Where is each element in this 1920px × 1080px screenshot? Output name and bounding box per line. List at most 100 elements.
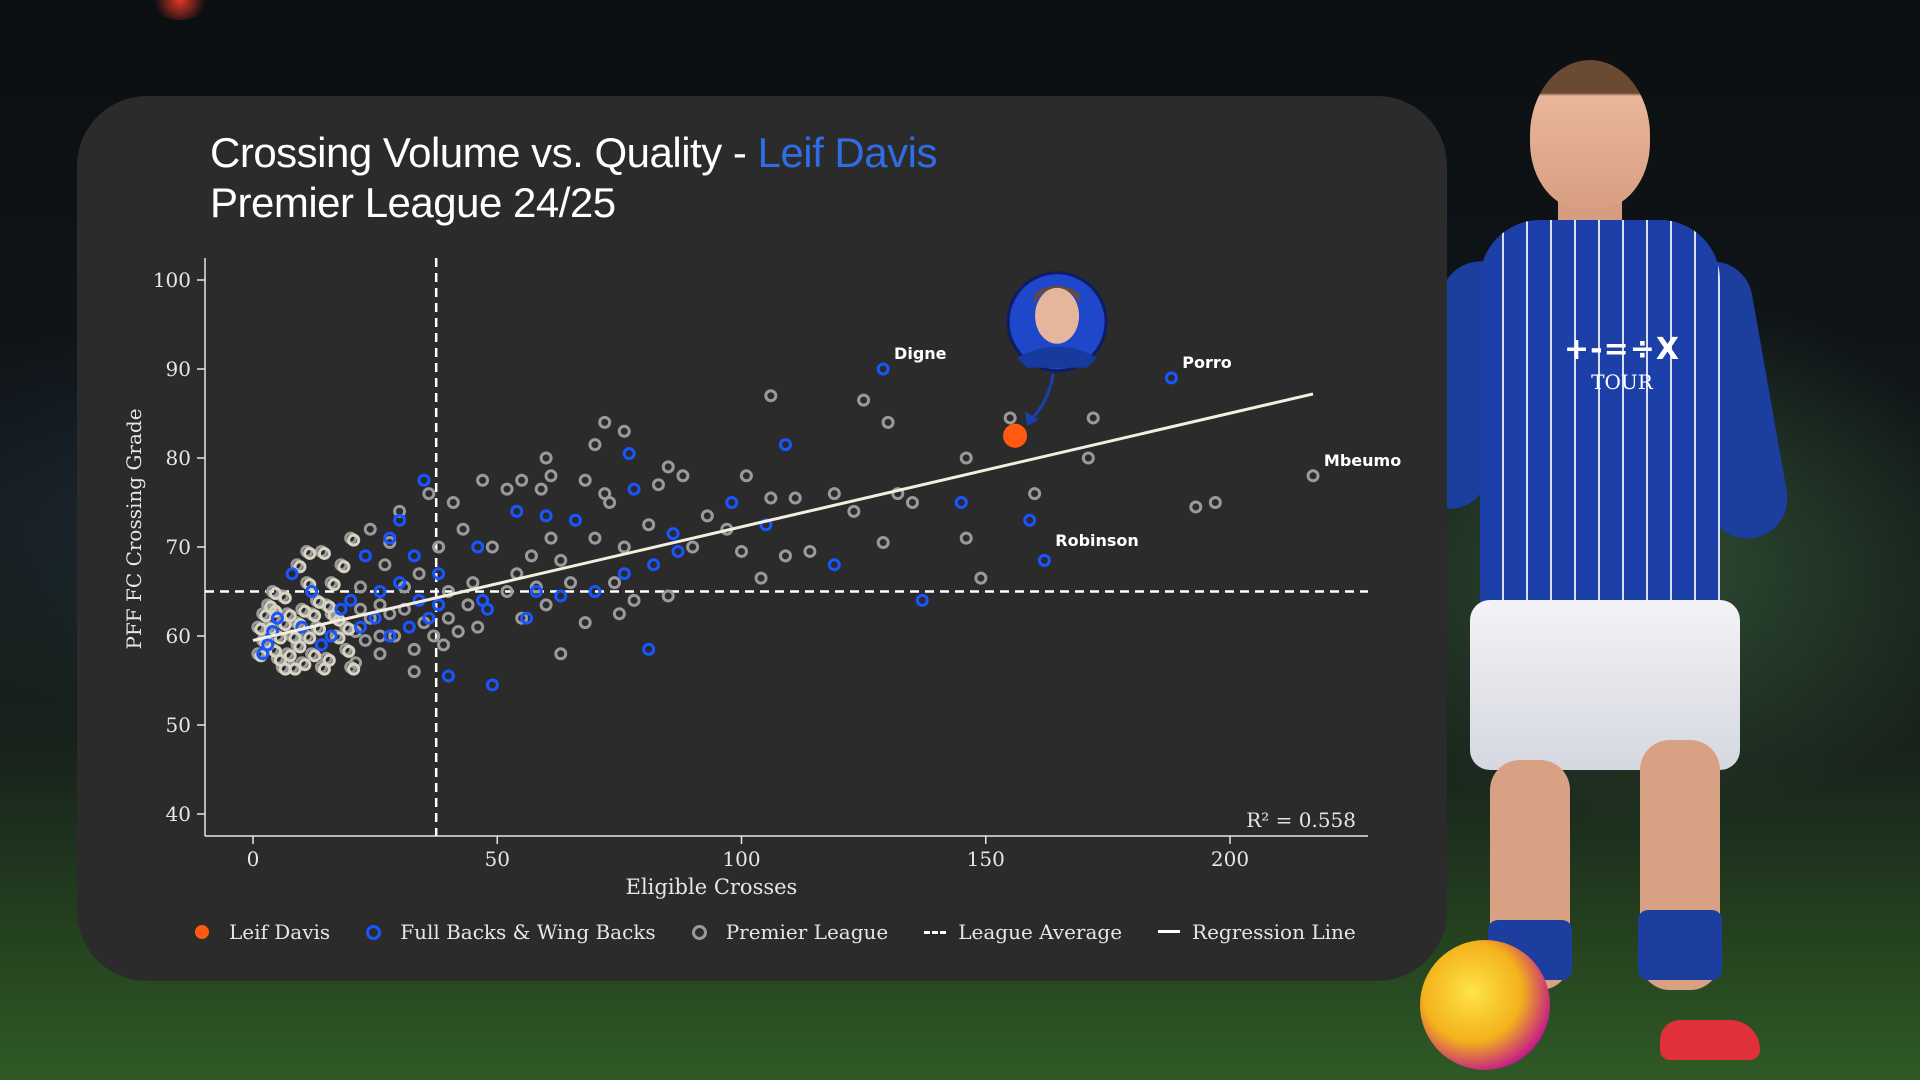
title-prefix: Crossing Volume vs. Quality - [210,129,758,176]
avatar-shirt [1017,346,1098,368]
point-fullback [353,620,367,634]
point-premier-league-dense [342,622,356,636]
point-premier-league [881,415,895,429]
legend-marker-ring-blue [366,925,386,940]
legend-item-leif-davis: Leif Davis [195,920,330,944]
point-premier-league [451,625,465,639]
legend-marker-dash [924,925,947,939]
point-premier-league-dense [298,604,312,618]
point-premier-league [461,598,475,612]
point-premier-league [378,558,392,572]
point-premier-league [778,549,792,563]
point-fullback [383,629,397,643]
chart-title: Crossing Volume vs. Quality - Leif Davis… [210,128,937,228]
point-fullback [432,598,446,612]
title-player-name: Leif Davis [757,129,938,176]
point-fullback [588,585,602,598]
point-premier-league [700,509,714,523]
point-fullback [876,362,890,376]
point-premier-league [534,482,548,496]
point-premier-league [617,540,631,554]
y-axis-label: PFF FC Crossing Grade [122,408,146,649]
point-premier-league [456,522,470,536]
legend-label: Regression Line [1192,920,1356,944]
point-premier-league [598,415,612,429]
point-fullback [520,611,534,625]
point-premier-league [515,611,529,625]
point-premier-league [607,576,621,590]
point-premier-league [1086,411,1100,425]
legend-item-fullbacks: Full Backs & Wing Backs [366,920,656,944]
point-premier-league-dense [303,578,317,592]
point-premier-league [1306,469,1320,483]
legend-label: Premier League [725,920,889,944]
point-premier-league [876,536,890,550]
point-fullback [568,513,582,527]
point-fullback [256,647,270,661]
point-fullback [393,576,407,590]
point-premier-league-dense [342,644,356,658]
point-premier-league [353,580,367,594]
point-premier-league [735,544,748,558]
point-premier-league-dense [298,658,312,672]
point-fullback [432,567,446,581]
point-premier-league [524,549,538,563]
point-fullback [393,513,407,527]
point-premier-league-dense [283,609,297,623]
background-light-blur [150,0,210,20]
point-premier-league-dense [293,560,307,574]
point-premier-league [554,553,568,567]
point-premier-league [739,469,753,483]
point-premier-league [578,616,592,630]
point-fullback [627,482,641,496]
point-premier-league [764,491,778,505]
y-tick-label: 60 [166,624,191,648]
point-premier-league-dense [337,560,351,574]
point-fullback [485,678,499,692]
point-premier-league [617,424,631,438]
point-premier-league-dense [303,631,317,645]
point-premier-league [1028,487,1042,501]
point-premier-league [686,540,700,554]
point-premier-league-dense [317,546,331,560]
point-premier-league [373,598,387,612]
point-premier-league [446,496,460,509]
point-premier-league [891,487,905,501]
point-premier-league-dense [313,595,327,609]
point-premier-league-dense [269,587,283,600]
point-premier-league [661,589,675,603]
x-tick-label: 150 [967,847,1005,871]
point-premier-league-dense [269,644,283,658]
point-premier-league [466,576,480,590]
point-premier-league [412,567,426,581]
point-premier-league [485,540,499,554]
x-tick-label: 200 [1211,847,1249,871]
point-premier-league-dense [347,533,361,547]
point-premier-league [1003,411,1017,425]
legend-label: League Average [958,920,1123,944]
point-premier-league [529,580,543,594]
point-fullback [402,620,416,634]
point-premier-league [539,451,553,465]
football [1420,940,1550,1070]
point-premier-league [471,620,485,634]
y-tick-label: 50 [166,713,191,737]
title-line-2: Premier League 24/25 [210,179,616,226]
point-premier-league [515,473,529,487]
point-fullback [827,558,841,572]
y-tick-label: 40 [166,802,191,826]
point-premier-league [554,647,568,661]
point-premier-league-dense [332,631,346,645]
point-fullback [778,438,792,452]
point-premier-league [959,451,973,465]
point-fullback [647,558,661,572]
point-premier-league [422,487,436,501]
point-premier-league [353,602,367,616]
point-premier-league-dense [308,609,322,623]
legend-item-regression-line: Regression Line [1158,920,1356,944]
legend-marker-ring-grey [691,925,712,940]
point-premier-league [847,504,861,518]
player-annotation: Mbeumo [1324,451,1401,470]
point-fullback [480,602,494,616]
